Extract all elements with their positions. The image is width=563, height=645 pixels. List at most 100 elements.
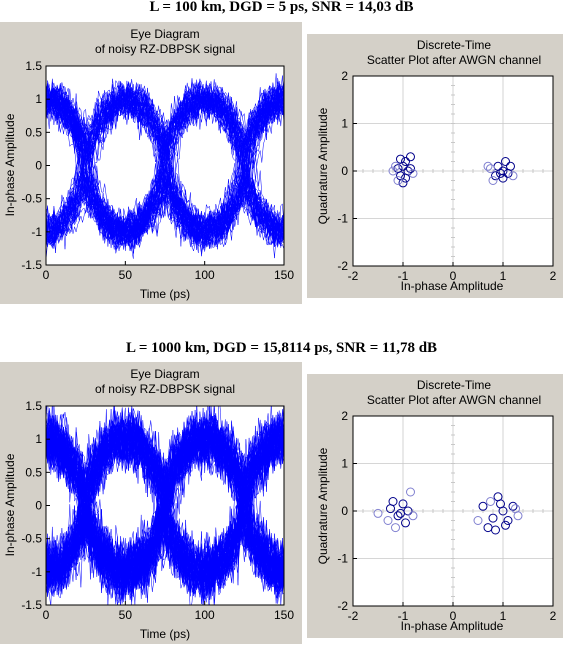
- scatter-point: [491, 525, 500, 535]
- scatter-point: [391, 161, 400, 171]
- x-tick-label: 0: [43, 268, 50, 282]
- scatter-point: [398, 178, 408, 188]
- eye-trace: [46, 86, 284, 246]
- x-tick-label: 150: [274, 608, 294, 622]
- eye-title-line2: of noisy RZ-DBPSK signal: [95, 42, 235, 56]
- eye-trace: [46, 488, 284, 598]
- scatter-point: [473, 516, 483, 525]
- y-tick-label: 1: [35, 432, 42, 446]
- scatter-title-line1: Discrete-Time: [417, 38, 492, 52]
- scatter-title-line2: Scatter Plot after AWGN channel: [367, 393, 541, 407]
- y-tick-label: 0: [35, 159, 42, 173]
- eye-trace: [46, 78, 284, 248]
- eye-trace: [46, 413, 284, 590]
- scatter-point: [501, 157, 510, 166]
- eye-trace: [46, 82, 284, 248]
- scatter-point: [396, 508, 405, 518]
- eye-trace: [46, 418, 284, 598]
- x-tick-label: 50: [119, 268, 133, 282]
- scatter-point: [488, 513, 498, 523]
- y-tick-label: -2: [337, 259, 348, 273]
- eye-trace: [46, 425, 284, 599]
- y-tick-label: -1: [337, 212, 348, 226]
- scatter-point: [408, 168, 418, 178]
- x-tick-label: -2: [348, 269, 359, 283]
- eye-diagram-panel-1: Eye Diagram of noisy RZ-DBPSK signal Tim…: [0, 22, 302, 304]
- scatter-point: [401, 518, 410, 528]
- x-tick-label: 2: [550, 269, 557, 283]
- scatter-point: [478, 501, 488, 511]
- y-tick-label: -1.5: [21, 258, 42, 272]
- y-tick-label: -1: [31, 565, 42, 579]
- x-tick-label: 150: [274, 268, 294, 282]
- eye-trace: [46, 419, 284, 591]
- scatter-y-axis-label: Quadrature Amplitude: [316, 447, 330, 564]
- eye-x-axis-label: Time (ps): [140, 627, 190, 641]
- scatter-x-axis-label: In-phase Amplitude: [401, 619, 504, 633]
- scatter-point: [388, 166, 398, 176]
- x-tick-label: 100: [195, 268, 215, 282]
- y-tick-label: 0: [341, 164, 348, 178]
- scatter-point: [486, 497, 495, 506]
- scatter-point: [386, 504, 395, 514]
- eye-trace: [46, 81, 284, 248]
- y-tick-label: 1.5: [25, 399, 42, 413]
- eye-trace: [46, 406, 284, 589]
- eye-diagram-chart-2: Eye Diagram of noisy RZ-DBPSK signal Tim…: [3, 367, 294, 641]
- section-1-heading: L = 100 km, DGD = 5 ps, SNR = 14,03 dB: [149, 0, 414, 15]
- scatter-point: [406, 487, 415, 497]
- eye-trace: [46, 86, 284, 248]
- eye-trace: [46, 163, 284, 254]
- eye-trace: [46, 79, 284, 259]
- scatter-panel-2: Discrete-Time Scatter Plot after AWGN ch…: [307, 374, 563, 638]
- eye-trace: [46, 89, 284, 168]
- x-tick-label: 2: [550, 609, 557, 623]
- eye-trace: [46, 494, 284, 605]
- scatter-point: [503, 516, 513, 525]
- eye-y-axis-label: In-phase Amplitude: [3, 113, 17, 216]
- y-tick-label: 0: [35, 499, 42, 513]
- y-tick-label: 1.5: [25, 59, 42, 73]
- eye-x-axis-label: Time (ps): [140, 287, 190, 301]
- scatter-point: [496, 499, 505, 509]
- eye-diagram-panel-2: Eye Diagram of noisy RZ-DBPSK signal Tim…: [0, 362, 302, 644]
- x-tick-label: -1: [398, 269, 409, 283]
- x-tick-label: 1: [500, 269, 507, 283]
- y-tick-label: 0.5: [25, 465, 42, 479]
- y-tick-label: 2: [341, 409, 348, 423]
- scatter-point: [491, 171, 500, 181]
- y-tick-label: -2: [337, 599, 348, 613]
- eye-trace: [46, 413, 284, 593]
- scatter-point: [383, 516, 393, 525]
- eye-trace: [46, 84, 284, 250]
- scatter-x-axis-label: In-phase Amplitude: [401, 279, 504, 293]
- eye-trace: [46, 425, 284, 596]
- scatter-point: [508, 501, 518, 511]
- scatter-point: [393, 511, 403, 521]
- scatter-point: [483, 161, 493, 171]
- scatter-point: [488, 176, 498, 185]
- scatter-y-axis-label: Quadrature Amplitude: [316, 107, 330, 224]
- section-2-heading: L = 1000 km, DGD = 15,8114 ps, SNR = 11,…: [125, 340, 438, 356]
- scatter-point: [398, 499, 408, 509]
- eye-title-line1: Eye Diagram: [130, 27, 199, 41]
- eye-trace: [46, 84, 284, 242]
- scatter-chart-1: Discrete-Time Scatter Plot after AWGN ch…: [316, 38, 557, 293]
- y-tick-label: 1: [35, 92, 42, 106]
- eye-trace: [46, 80, 284, 254]
- eye-traces: [46, 73, 284, 261]
- y-tick-label: 0.5: [25, 125, 42, 139]
- y-tick-label: -1: [31, 225, 42, 239]
- scatter-point: [401, 157, 410, 166]
- scatter-point: [373, 508, 383, 518]
- eye-trace: [46, 415, 284, 601]
- y-tick-label: 1: [341, 117, 348, 131]
- y-tick-label: 2: [341, 69, 348, 83]
- scatter-title-line1: Discrete-Time: [417, 378, 492, 392]
- scatter-point: [498, 166, 508, 176]
- x-tick-label: -2: [348, 609, 359, 623]
- scatter-point: [406, 164, 415, 174]
- y-tick-label: -1.5: [21, 598, 42, 612]
- y-tick-label: 0: [341, 504, 348, 518]
- scatter-point: [391, 523, 400, 533]
